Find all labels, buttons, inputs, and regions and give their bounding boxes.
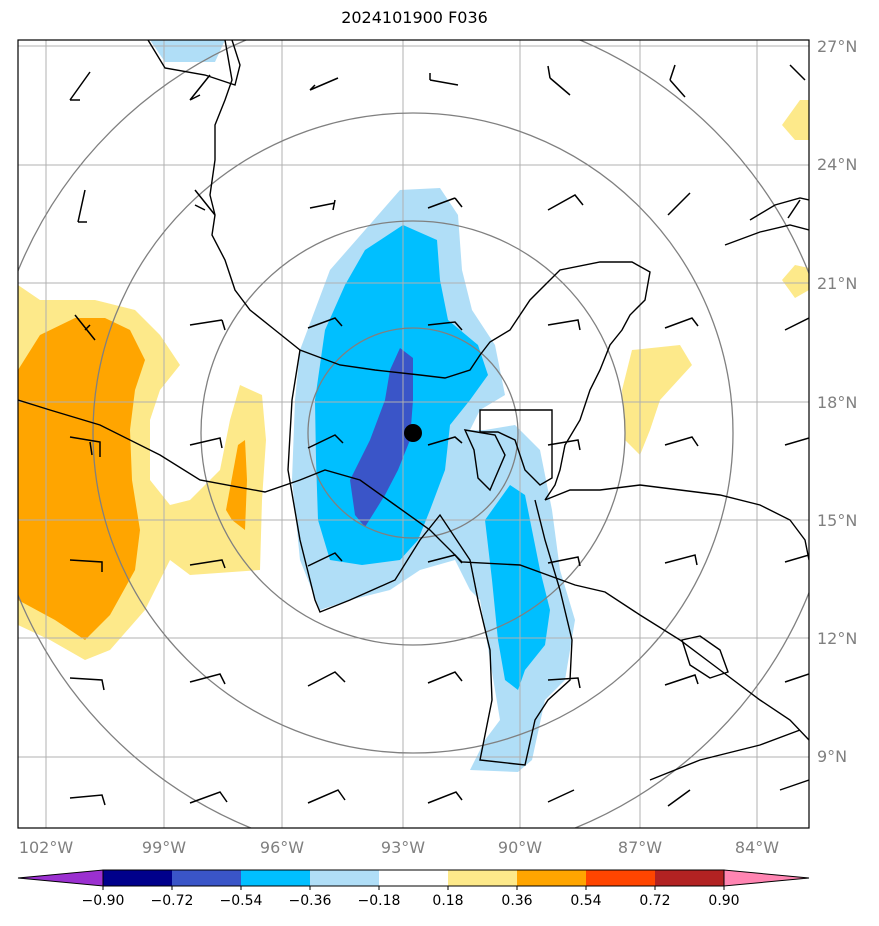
lat-label: 9°N: [817, 747, 847, 766]
colorbar-segment: [655, 870, 724, 886]
colorbar-tick-label: 0.90: [708, 893, 739, 909]
storm-center-marker: [404, 424, 422, 442]
lon-label: 84°W: [735, 838, 779, 857]
colorbar-tick-label: 0.36: [501, 893, 532, 909]
colorbar-tick-label: 0.54: [570, 893, 601, 909]
colorbar-segment: [103, 870, 172, 886]
colorbar-extension-max: [723, 869, 810, 887]
lon-axis: 102°W 99°W 96°W 93°W 90°W 87°W 84°W: [19, 838, 779, 857]
colorbar-extension-min: [17, 869, 104, 887]
colorbar-segment: [517, 870, 586, 886]
colorbar-segment: [172, 870, 241, 886]
anomaly-negative-core: [350, 348, 413, 527]
colorbar-segment: [448, 870, 517, 886]
anomaly-positive-west-inner: [18, 318, 145, 640]
colorbar-segment: [310, 870, 379, 886]
colorbar: −0.90 −0.72 −0.54 −0.36 −0.18 0.18 0.36 0.54 0.7…: [17, 869, 810, 909]
anomaly-positive-small-core: [226, 440, 247, 530]
lat-label: 24°N: [817, 155, 857, 174]
lon-label: 99°W: [142, 838, 186, 857]
colorbar-segment: [586, 870, 655, 886]
colorbar-segment: [241, 870, 310, 886]
colorbar-tick-label: 0.72: [639, 893, 670, 909]
range-rings: [18, 40, 809, 828]
lat-axis: 27°N 24°N 21°N 18°N 15°N 12°N 9°N: [817, 37, 857, 766]
lon-label: 102°W: [19, 838, 74, 857]
colorbar-tick-label: −0.18: [358, 893, 401, 909]
map-frame: [17, 39, 810, 829]
lat-label: 27°N: [817, 37, 857, 56]
anomaly-positive-northeast: [782, 100, 809, 140]
lat-label: 15°N: [817, 511, 857, 530]
wind-barbs: [69, 64, 809, 807]
map-title: 2024101900 F036: [341, 8, 488, 27]
colorbar-tick-label: −0.36: [289, 893, 332, 909]
colorbar-tick-label: −0.90: [82, 893, 125, 909]
lat-label: 21°N: [817, 274, 857, 293]
gridlines: [18, 40, 809, 828]
lat-label: 18°N: [817, 393, 857, 412]
lon-label: 93°W: [381, 838, 425, 857]
colorbar-frame: [102, 869, 725, 887]
lon-label: 96°W: [260, 838, 304, 857]
colorbar-tick-label: −0.72: [151, 893, 194, 909]
lon-label: 87°W: [618, 838, 662, 857]
anomaly-positive-east-small: [782, 265, 809, 298]
colorbar-tick-label: 0.18: [432, 893, 463, 909]
lon-label: 90°W: [498, 838, 542, 857]
anomaly-negative-mid-south: [485, 485, 550, 690]
colorbar-segment: [379, 870, 448, 886]
lat-label: 12°N: [817, 629, 857, 648]
colorbar-tick-label: −0.54: [220, 893, 263, 909]
